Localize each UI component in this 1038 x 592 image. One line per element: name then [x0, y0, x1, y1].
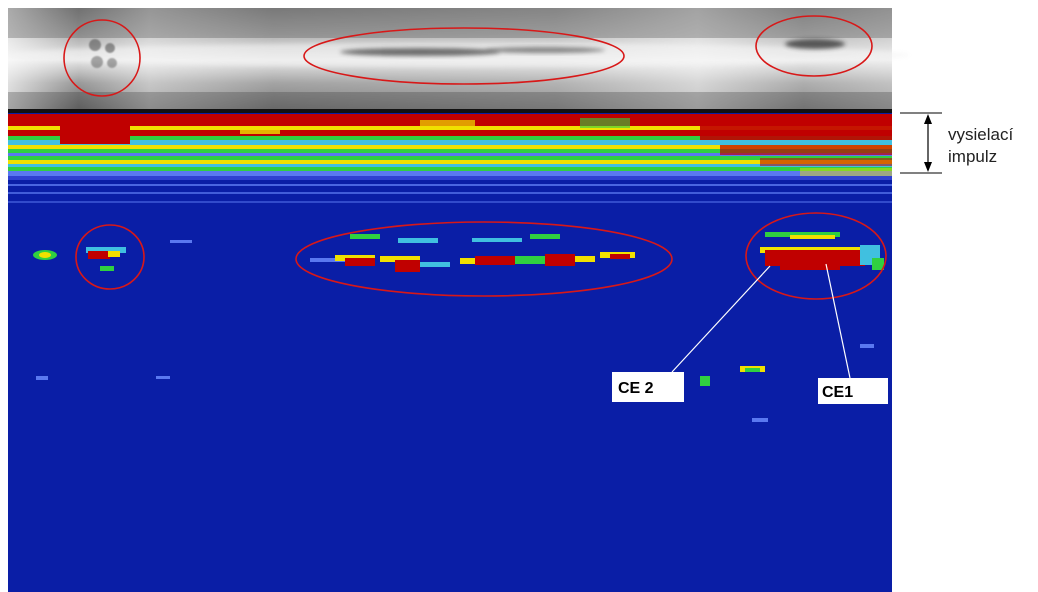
right-defect-scan-marker: [745, 212, 887, 300]
transmit-pulse-label-line2: impulz: [948, 147, 997, 166]
left-defect-photo-marker: [63, 19, 141, 97]
transmit-pulse-band: [8, 114, 892, 203]
right-defect-photo-marker: [755, 15, 873, 77]
transmit-pulse-annotation: vysielací impulz: [900, 112, 1013, 174]
middle-defect-scan-marker: [295, 221, 673, 297]
scattered-echoes: [36, 240, 874, 422]
ce1-callout: CE1: [818, 378, 888, 404]
left-defect-echo: [33, 247, 126, 271]
marker-ellipses: [63, 15, 887, 300]
ultrasonic-bscan: [8, 109, 892, 592]
middle-defect-echo: [310, 234, 635, 272]
weld-photo: [8, 8, 910, 112]
transmit-pulse-label-line1: vysielací: [948, 125, 1013, 144]
right-defect-echo: [760, 232, 884, 270]
arrow-down-icon: [924, 162, 932, 172]
left-defect-scan-marker: [75, 224, 145, 290]
ce2-callout: CE 2: [612, 372, 684, 402]
middle-defect-photo-marker: [303, 27, 625, 85]
arrow-up-icon: [924, 114, 932, 124]
leader-lines: [671, 263, 851, 379]
ce1-label: CE1: [822, 384, 853, 401]
ce2-label: CE 2: [618, 380, 654, 397]
